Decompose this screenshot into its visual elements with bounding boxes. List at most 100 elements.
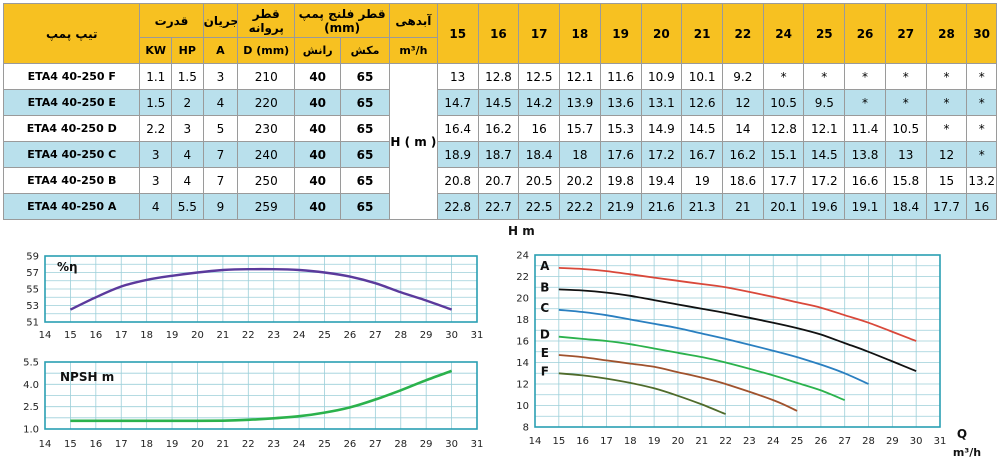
head-value-cell: 18.7 bbox=[477, 141, 520, 168]
table-row: ETA4 40-250 F 1.1 1.5 3 210 40 65 H ( m ) 13 12.8… bbox=[2, 63, 997, 220]
kw-cell: 1.1 bbox=[139, 63, 173, 90]
x-tick-label: 31 bbox=[934, 436, 947, 447]
y-tick-label: 22 bbox=[516, 272, 529, 283]
x-tick-label: 23 bbox=[267, 439, 280, 450]
head-value-cell: * bbox=[884, 63, 927, 90]
header-flow-value: 20 bbox=[640, 3, 683, 64]
header-flow-value: 18 bbox=[559, 3, 601, 64]
head-value-cell: * bbox=[925, 115, 968, 142]
head-value-cell: 22.5 bbox=[518, 193, 561, 220]
discharge-cell: 40 bbox=[294, 63, 342, 90]
x-tick-label: 21 bbox=[217, 439, 230, 450]
plot-border bbox=[44, 361, 478, 430]
x-tick-label: 29 bbox=[886, 436, 899, 447]
current-cell: 9 bbox=[202, 193, 239, 220]
y-tick-label: 4.0 bbox=[23, 380, 39, 391]
table-row: ETA4 40-250 B 3 4 7 250 40 65 20.8 20.7 20.5 20.2 1… bbox=[2, 167, 997, 194]
x-tick-label: 21 bbox=[217, 330, 230, 341]
x-tick-label: 27 bbox=[369, 439, 382, 450]
x-tick-label: 24 bbox=[767, 436, 780, 447]
head-value-cell: * bbox=[803, 63, 846, 90]
head-curve-f bbox=[558, 372, 726, 415]
header-flow-value: 28 bbox=[925, 3, 968, 64]
head-value-cell: * bbox=[966, 63, 997, 90]
y-tick-label: 55 bbox=[26, 285, 39, 296]
suction-cell: 65 bbox=[340, 115, 390, 142]
head-value-cell: 12 bbox=[925, 141, 968, 168]
head-value-cell: 19.4 bbox=[640, 167, 683, 194]
x-tick-label: 23 bbox=[743, 436, 756, 447]
head-value-cell: 18.6 bbox=[721, 167, 764, 194]
head-value-cell: 21 bbox=[721, 193, 764, 220]
y-axis-label: H m bbox=[508, 224, 535, 238]
head-value-cell: 18.9 bbox=[436, 141, 479, 168]
head-value-cell: 20.8 bbox=[436, 167, 479, 194]
head-value-cell: 12 bbox=[721, 89, 764, 116]
head-value-cell: 9.2 bbox=[721, 63, 764, 90]
head-value-cell: 14.5 bbox=[681, 115, 723, 142]
head-value-cell: 16.6 bbox=[844, 167, 886, 194]
head-value-cell: 10.5 bbox=[884, 115, 927, 142]
curve-label-e: E bbox=[541, 346, 549, 360]
discharge-cell: 40 bbox=[294, 141, 342, 168]
discharge-cell: 40 bbox=[294, 115, 342, 142]
head-value-cell: 16 bbox=[966, 193, 997, 220]
table-row: ETA4 40-250 E 1.5 2 4 220 40 65 14.7 14.5 14.2 13.… bbox=[2, 89, 997, 116]
header-flow-value: 15 bbox=[436, 3, 479, 64]
hp-cell: 4 bbox=[171, 141, 204, 168]
y-tick-label: 57 bbox=[26, 268, 39, 279]
diameter-cell: 210 bbox=[237, 63, 296, 90]
curve-label-c: C bbox=[540, 301, 549, 315]
x-tick-label: 14 bbox=[39, 439, 52, 450]
header-flow-value: 27 bbox=[884, 3, 927, 64]
efficiency-curve bbox=[69, 267, 453, 311]
header-current: جریان bbox=[202, 3, 239, 38]
diameter-cell: 220 bbox=[237, 89, 296, 116]
head-value-cell: 14.7 bbox=[436, 89, 479, 116]
suction-cell: 65 bbox=[340, 167, 390, 194]
x-tick-label: 29 bbox=[420, 330, 433, 341]
x-tick-label: 26 bbox=[344, 439, 357, 450]
x-tick-label: 20 bbox=[191, 439, 204, 450]
head-value-cell: 20.2 bbox=[559, 167, 601, 194]
head-value-cell: * bbox=[884, 89, 927, 116]
head-value-cell: * bbox=[844, 89, 886, 116]
header-suction: مکش bbox=[340, 37, 390, 64]
x-tick-label: 15 bbox=[64, 439, 77, 450]
plot-border bbox=[44, 255, 478, 323]
kw-cell: 2.2 bbox=[139, 115, 173, 142]
x-tick-label: 17 bbox=[600, 436, 613, 447]
head-curve-d bbox=[558, 335, 846, 401]
header-flange: قطر فلنج پمپ (mm) bbox=[294, 3, 390, 38]
pump-data-table: تیپ پمپ قدرت جریان قطر پروانه قطر فلنج پ… bbox=[2, 3, 997, 220]
head-value-cell: * bbox=[925, 63, 968, 90]
head-value-cell: 20.1 bbox=[762, 193, 805, 220]
head-curves-chart: 14 15 16 17 18 19 20 21 22 23 24 25 26 27 28 29 30 31 8 10 1… bbox=[508, 224, 981, 459]
head-value-cell: 19.8 bbox=[599, 167, 642, 194]
curve-label-d: D bbox=[540, 328, 550, 342]
model-cell: ETA4 40-250 E bbox=[2, 89, 141, 116]
curve-label-b: B bbox=[540, 280, 549, 294]
header-amp: A bbox=[202, 37, 239, 64]
kw-cell: 3 bbox=[139, 167, 173, 194]
head-value-cell: * bbox=[966, 141, 997, 168]
x-tick-label: 15 bbox=[64, 330, 77, 341]
hp-cell: 3 bbox=[171, 115, 204, 142]
model-cell: ETA4 40-250 B bbox=[2, 167, 141, 194]
suction-cell: 65 bbox=[340, 63, 390, 90]
head-value-cell: 9.5 bbox=[803, 89, 846, 116]
x-tick-label: 22 bbox=[242, 439, 255, 450]
x-tick-label: 21 bbox=[695, 436, 708, 447]
y-tick-label: 53 bbox=[26, 301, 39, 312]
kw-cell: 1.5 bbox=[139, 89, 173, 116]
head-value-cell: 11.4 bbox=[844, 115, 886, 142]
current-cell: 5 bbox=[202, 115, 239, 142]
head-value-cell: * bbox=[925, 89, 968, 116]
x-tick-label: 28 bbox=[394, 330, 407, 341]
diameter-cell: 230 bbox=[237, 115, 296, 142]
npsh-curve bbox=[70, 369, 453, 423]
diameter-cell: 250 bbox=[237, 167, 296, 194]
head-value-cell: 12.8 bbox=[477, 63, 520, 90]
y-tick-label: 1.0 bbox=[23, 425, 39, 436]
curve-label-a: A bbox=[540, 259, 550, 273]
